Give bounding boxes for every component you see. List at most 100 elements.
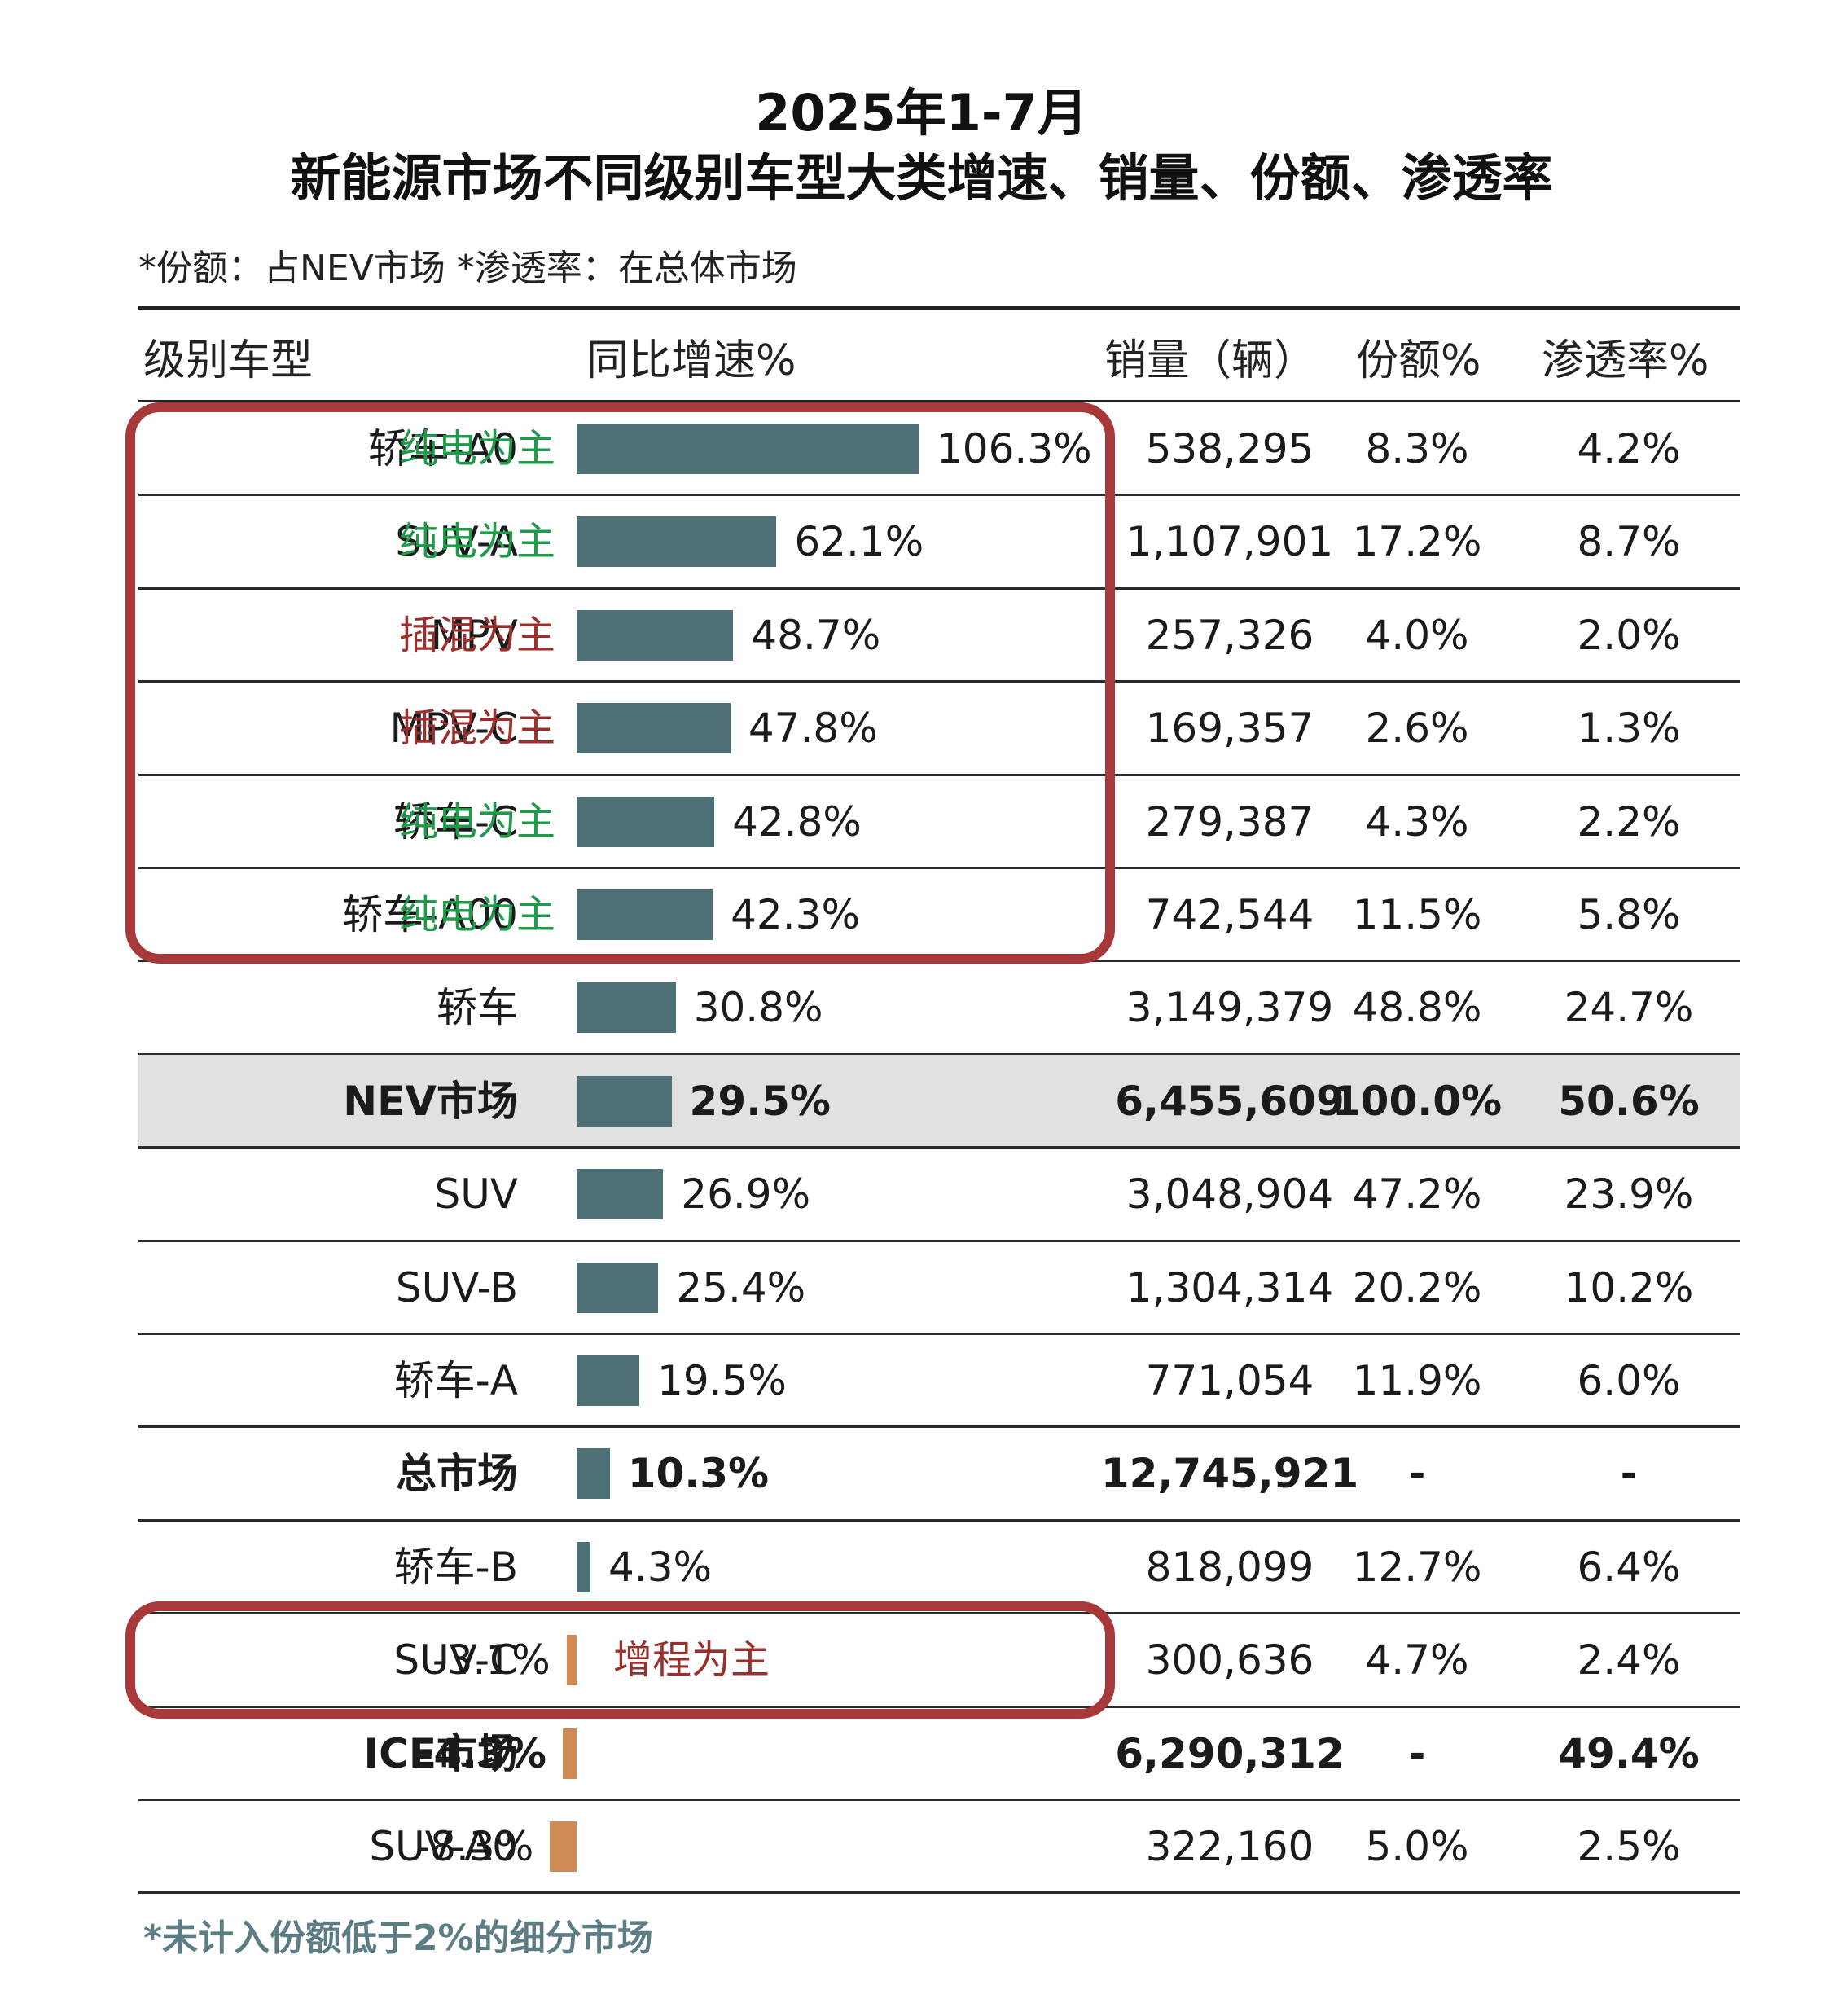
penetration-value: 49.4% xyxy=(1558,1729,1700,1777)
growth-value-label: 10.3% xyxy=(627,1450,770,1498)
highlight-box-top xyxy=(125,402,1115,964)
row-divider xyxy=(138,586,1740,590)
category-label: 轿车-B xyxy=(393,1543,518,1591)
growth-value-label: 48.7% xyxy=(751,611,881,659)
growth-value-label: 42.3% xyxy=(731,891,860,938)
table-row: SUV-A 62.1% 纯电为主 1,107,901 17.2% 8.7% xyxy=(138,495,1740,588)
sales-value: 6,290,312 xyxy=(1115,1729,1345,1777)
row-divider xyxy=(138,1333,1740,1335)
category-label: 轿车-A xyxy=(393,1357,518,1404)
growth-bar xyxy=(563,1728,577,1779)
header-penetration: 渗透率% xyxy=(1542,336,1709,385)
table-row: 轿车 30.8% 3,149,379 48.8% 24.7% xyxy=(138,961,1740,1054)
sales-value: 322,160 xyxy=(1145,1823,1314,1870)
growth-bar xyxy=(577,703,731,754)
growth-bar xyxy=(577,1262,659,1313)
powertrain-tag: 纯电为主 xyxy=(399,519,556,565)
table-row: SUV-C -3.1% 增程为主 300,636 4.7% 2.4% xyxy=(138,1614,1740,1706)
growth-bar xyxy=(577,1075,672,1127)
growth-bar xyxy=(577,982,676,1034)
category-label: 轿车 xyxy=(437,984,518,1032)
penetration-value: 8.7% xyxy=(1577,518,1681,566)
share-value: 4.7% xyxy=(1365,1636,1469,1684)
category-label: SUV-C xyxy=(393,1636,518,1684)
powertrain-tag: 纯电为主 xyxy=(399,798,556,845)
category-label: ICE市场 xyxy=(363,1729,518,1777)
growth-value-label: 30.8% xyxy=(693,984,823,1032)
sales-value: 742,544 xyxy=(1145,891,1314,938)
sales-value: 1,304,314 xyxy=(1126,1263,1334,1311)
powertrain-tag: 插混为主 xyxy=(399,705,556,752)
penetration-value: 10.2% xyxy=(1564,1263,1694,1311)
row-divider xyxy=(138,1612,1740,1615)
row-divider xyxy=(138,494,1740,497)
powertrain-tag: 增程为主 xyxy=(613,1637,770,1684)
penetration-value: 2.4% xyxy=(1577,1636,1681,1684)
category-label: 轿车-A00 xyxy=(342,891,518,938)
penetration-value: 23.9% xyxy=(1564,1171,1694,1219)
table-row: SUV-B 25.4% 1,304,314 20.2% 10.2% xyxy=(138,1241,1740,1334)
row-divider xyxy=(138,1239,1740,1242)
table-row: SUV 26.9% 3,048,904 47.2% 23.9% xyxy=(138,1148,1740,1241)
growth-bar xyxy=(577,516,777,568)
growth-bar xyxy=(577,609,734,661)
sales-value: 771,054 xyxy=(1145,1357,1314,1404)
growth-value-label: 29.5% xyxy=(689,1077,832,1125)
penetration-value: 6.4% xyxy=(1577,1543,1681,1591)
table-row: 轿车-A00 42.3% 纯电为主 742,544 11.5% 5.8% xyxy=(138,868,1740,961)
sales-value: 12,745,921 xyxy=(1100,1450,1359,1498)
growth-value-label: 62.1% xyxy=(794,518,924,566)
footnote: *未计入份额低于2%的细分市场 xyxy=(143,1917,653,1959)
table-row: 轿车-A 19.5% 771,054 11.9% 6.0% xyxy=(138,1334,1740,1427)
top-rule xyxy=(138,306,1740,310)
growth-value-label: 42.8% xyxy=(732,797,862,845)
category-label: 总市场 xyxy=(396,1450,518,1498)
share-value: 47.2% xyxy=(1352,1171,1482,1219)
note-text: *份额：占NEV市场 *渗透率：在总体市场 xyxy=(138,248,797,289)
growth-value-label: 25.4% xyxy=(676,1263,806,1311)
category-label: 轿车-A0 xyxy=(367,425,518,472)
header-share: 份额% xyxy=(1356,336,1481,385)
sales-value: 818,099 xyxy=(1145,1543,1314,1591)
growth-value-label: 26.9% xyxy=(681,1171,811,1219)
share-value: 4.0% xyxy=(1365,611,1469,659)
share-value: 8.3% xyxy=(1365,425,1469,472)
powertrain-tag: 插混为主 xyxy=(399,612,556,658)
growth-value-label: -3.1% xyxy=(432,1636,551,1684)
sales-value: 169,357 xyxy=(1145,705,1314,753)
growth-bar xyxy=(566,1635,577,1686)
row-divider xyxy=(138,1146,1740,1149)
growth-bar xyxy=(577,796,715,847)
growth-bar xyxy=(577,424,919,474)
row-divider xyxy=(138,773,1740,776)
share-value: 11.9% xyxy=(1352,1357,1482,1404)
penetration-value: 2.2% xyxy=(1577,797,1681,845)
row-divider xyxy=(138,867,1740,869)
table-row: 轿车-B 4.3% 818,099 12.7% 6.4% xyxy=(138,1521,1740,1614)
share-value: 100.0% xyxy=(1332,1077,1503,1125)
sales-value: 538,295 xyxy=(1145,425,1314,472)
category-label: SUV-A xyxy=(395,518,518,566)
category-label: NEV市场 xyxy=(343,1077,518,1125)
table-row: SUV-A0 -8.3% 322,160 5.0% 2.5% xyxy=(138,1800,1740,1893)
category-label: SUV-B xyxy=(395,1263,518,1311)
table-row: MPV 48.7% 插混为主 257,326 4.0% 2.0% xyxy=(138,589,1740,682)
powertrain-tag: 纯电为主 xyxy=(399,426,556,472)
growth-bar xyxy=(550,1821,577,1872)
sales-value: 6,455,609 xyxy=(1115,1077,1345,1125)
category-label: SUV-A0 xyxy=(369,1823,518,1870)
category-label: 轿车-C xyxy=(393,797,518,845)
share-value: 20.2% xyxy=(1352,1263,1482,1311)
share-value: 11.5% xyxy=(1352,891,1482,938)
penetration-value: 2.0% xyxy=(1577,611,1681,659)
penetration-value: 4.2% xyxy=(1577,425,1681,472)
penetration-value: 5.8% xyxy=(1577,891,1681,938)
sales-value: 300,636 xyxy=(1145,1636,1314,1684)
row-divider xyxy=(138,1705,1740,1708)
row-divider xyxy=(138,1799,1740,1801)
header-rule xyxy=(138,400,1740,402)
share-value: - xyxy=(1408,1729,1426,1777)
growth-value-label: -8.3% xyxy=(415,1823,534,1870)
growth-bar xyxy=(577,1169,664,1220)
penetration-value: 1.3% xyxy=(1577,705,1681,753)
